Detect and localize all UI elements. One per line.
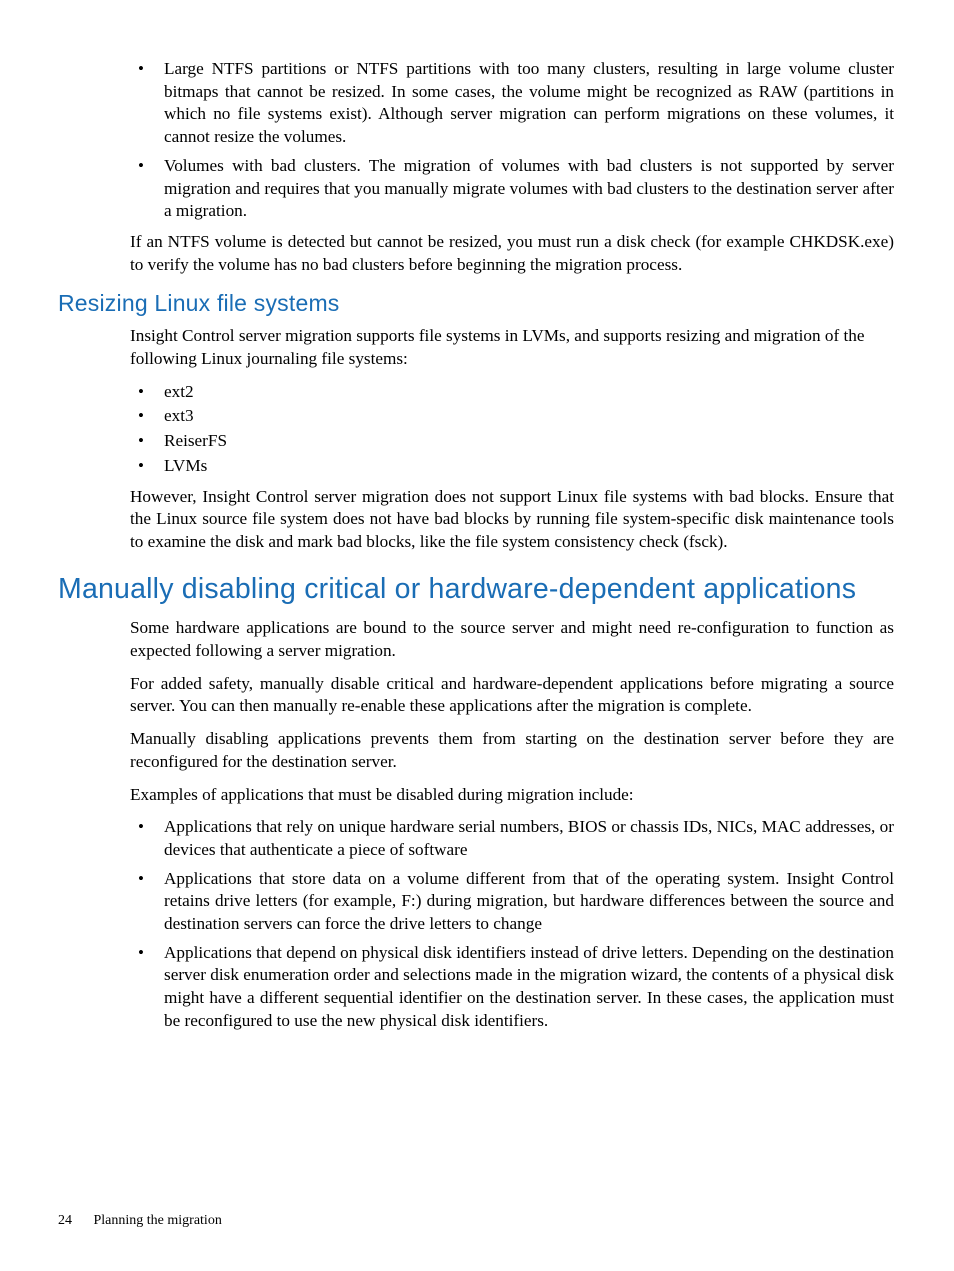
linux-outro-paragraph: However, Insight Control server migratio… [130,486,894,554]
manual-p1: Some hardware applications are bound to … [130,617,894,662]
list-item: Volumes with bad clusters. The migration… [130,155,894,223]
manual-block: Some hardware applications are bound to … [130,617,894,1032]
heading-resizing-linux: Resizing Linux file systems [58,290,894,317]
list-item: ReiserFS [130,430,894,453]
linux-fs-list: ext2 ext3 ReiserFS LVMs [130,381,894,478]
page-number: 24 [58,1213,72,1229]
list-item: Applications that rely on unique hardwar… [130,816,894,861]
page-footer: 24 Planning the migration [58,1213,222,1229]
top-block: Large NTFS partitions or NTFS partitions… [130,58,894,276]
list-item: LVMs [130,455,894,478]
list-item: ext3 [130,405,894,428]
linux-block: Insight Control server migration support… [130,325,894,553]
manual-examples-list: Applications that rely on unique hardwar… [130,816,894,1032]
ntfs-issue-list: Large NTFS partitions or NTFS partitions… [130,58,894,223]
heading-manually-disabling: Manually disabling critical or hardware-… [58,572,894,608]
linux-intro-paragraph: Insight Control server migration support… [130,325,894,370]
list-item: Applications that store data on a volume… [130,868,894,936]
list-item: Large NTFS partitions or NTFS partitions… [130,58,894,149]
manual-p3: Manually disabling applications prevents… [130,728,894,773]
list-item: ext2 [130,381,894,404]
page-container: Large NTFS partitions or NTFS partitions… [0,0,954,1271]
chapter-title: Planning the migration [94,1213,222,1228]
manual-p4: Examples of applications that must be di… [130,784,894,807]
ntfs-note-paragraph: If an NTFS volume is detected but cannot… [130,231,894,276]
list-item: Applications that depend on physical dis… [130,942,894,1033]
manual-p2: For added safety, manually disable criti… [130,673,894,718]
